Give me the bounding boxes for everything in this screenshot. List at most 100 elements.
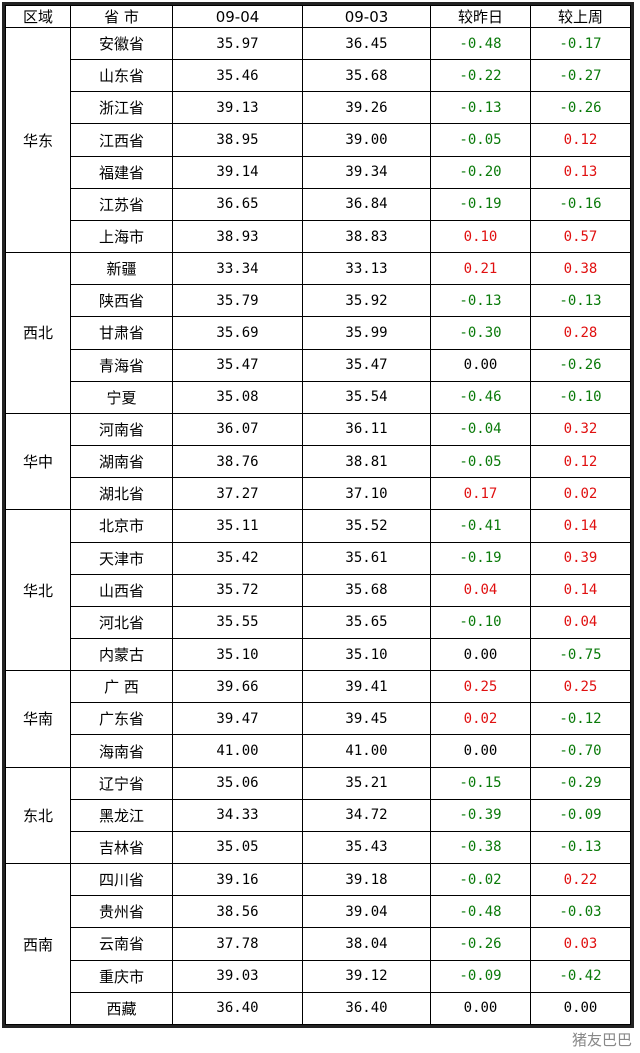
province-cell: 河北省 xyxy=(70,605,173,639)
price-today-cell: 35.46 xyxy=(172,59,303,93)
table-row: 云南省 37.78 38.04 -0.26 0.03 xyxy=(6,927,631,961)
price-today-cell: 34.33 xyxy=(172,798,303,832)
province-cell: 青海省 xyxy=(70,348,173,382)
province-cell: 宁夏 xyxy=(70,380,173,414)
change-vs-yesterday-cell: 0.10 xyxy=(430,219,531,254)
header-region: 区域 xyxy=(5,5,71,28)
table-row: 河北省 35.55 35.65 -0.10 0.04 xyxy=(6,605,631,639)
table-row: 重庆市 39.03 39.12 -0.09 -0.42 xyxy=(6,959,631,993)
change-vs-yesterday-cell: -0.48 xyxy=(430,26,531,61)
province-cell: 陕西省 xyxy=(70,284,173,318)
price-table-frame: 区域 省 市 09-04 09-03 较昨日 较上周 华东 安徽省 35.97 36.… xyxy=(2,2,634,1028)
header-province: 省 市 xyxy=(70,5,173,28)
price-yesterday-cell: 35.68 xyxy=(302,59,431,93)
price-today-cell: 35.79 xyxy=(172,284,303,318)
change-vs-yesterday-cell: 0.00 xyxy=(430,734,531,768)
change-vs-last-week-cell: 0.03 xyxy=(530,927,631,961)
table-row: 宁夏 35.08 35.54 -0.46 -0.10 xyxy=(6,380,631,414)
price-today-cell: 36.65 xyxy=(172,187,303,221)
change-vs-last-week-cell: 0.12 xyxy=(530,445,631,479)
change-vs-last-week-cell: -0.42 xyxy=(530,959,631,993)
change-vs-last-week-cell: -0.10 xyxy=(530,380,631,414)
price-today-cell: 38.56 xyxy=(172,895,303,929)
header-row: 区域 省 市 09-04 09-03 较昨日 较上周 xyxy=(5,5,631,28)
table-row: 内蒙古 35.10 35.10 0.00 -0.75 xyxy=(6,637,631,672)
change-vs-yesterday-cell: 0.02 xyxy=(430,702,531,736)
change-vs-last-week-cell: 0.14 xyxy=(530,509,631,543)
province-cell: 江西省 xyxy=(70,123,173,157)
price-yesterday-cell: 35.65 xyxy=(302,605,431,639)
province-cell: 山西省 xyxy=(70,573,173,607)
price-today-cell: 38.76 xyxy=(172,445,303,479)
table-row: 西北 新疆 33.34 33.13 0.21 0.38 xyxy=(5,252,631,414)
price-yesterday-cell: 39.12 xyxy=(302,959,431,993)
change-vs-yesterday-cell: -0.05 xyxy=(430,445,531,479)
price-yesterday-cell: 39.45 xyxy=(302,702,431,736)
table-row: 广东省 39.47 39.45 0.02 -0.12 xyxy=(6,702,631,736)
province-cell: 重庆市 xyxy=(70,959,173,993)
price-yesterday-cell: 39.41 xyxy=(302,670,431,704)
table-row: 湖南省 38.76 38.81 -0.05 0.12 xyxy=(6,445,631,479)
price-today-cell: 41.00 xyxy=(172,734,303,768)
change-vs-last-week-cell: -0.17 xyxy=(530,26,631,61)
change-vs-last-week-cell: 0.13 xyxy=(530,155,631,189)
province-cell: 天津市 xyxy=(70,541,173,575)
region-cell: 华中 xyxy=(5,412,71,511)
province-cell: 福建省 xyxy=(70,155,173,189)
watermark-logo: 猪友巴巴 xyxy=(571,1031,632,1049)
price-today-cell: 35.97 xyxy=(172,26,303,61)
price-yesterday-cell: 35.21 xyxy=(302,766,431,800)
price-today-cell: 35.08 xyxy=(172,380,303,414)
change-vs-last-week-cell: -0.27 xyxy=(530,59,631,93)
price-yesterday-cell: 35.99 xyxy=(302,316,431,350)
province-cell: 浙江省 xyxy=(70,91,173,125)
header-date-today: 09-04 xyxy=(172,5,303,28)
province-cell: 上海市 xyxy=(70,219,173,254)
change-vs-last-week-cell: -0.13 xyxy=(530,284,631,318)
change-vs-last-week-cell: 0.12 xyxy=(530,123,631,157)
price-yesterday-cell: 35.52 xyxy=(302,509,431,543)
table-row: 黑龙江 34.33 34.72 -0.39 -0.09 xyxy=(6,798,631,832)
table-row: 江苏省 36.65 36.84 -0.19 -0.16 xyxy=(6,187,631,221)
table-row: 山东省 35.46 35.68 -0.22 -0.27 xyxy=(6,59,631,93)
price-today-cell: 37.78 xyxy=(172,927,303,961)
header-vs-last-week: 较上周 xyxy=(530,5,631,28)
table-row: 东北 辽宁省 35.06 35.21 -0.15 -0.29 xyxy=(5,766,631,865)
table-row: 贵州省 38.56 39.04 -0.48 -0.03 xyxy=(6,895,631,929)
change-vs-yesterday-cell: -0.02 xyxy=(430,863,531,897)
province-cell: 湖北省 xyxy=(70,477,173,511)
change-vs-last-week-cell: 0.14 xyxy=(530,573,631,607)
table-row: 福建省 39.14 39.34 -0.20 0.13 xyxy=(6,155,631,189)
price-yesterday-cell: 37.10 xyxy=(302,477,431,511)
table-row: 海南省 41.00 41.00 0.00 -0.70 xyxy=(6,734,631,768)
table-row: 华南广 西 39.66 39.41 0.25 0.25 xyxy=(5,670,631,768)
price-yesterday-cell: 38.83 xyxy=(302,219,431,254)
price-today-cell: 39.47 xyxy=(172,702,303,736)
price-yesterday-cell: 33.13 xyxy=(302,252,431,286)
change-vs-last-week-cell: -0.09 xyxy=(530,798,631,832)
table-row: 江西省 38.95 39.00 -0.05 0.12 xyxy=(6,123,631,157)
change-vs-last-week-cell: 0.02 xyxy=(530,477,631,511)
price-today-cell: 35.05 xyxy=(172,830,303,865)
table-row: 湖北省 37.27 37.10 0.17 0.02 xyxy=(6,477,631,511)
province-cell: 甘肃省 xyxy=(70,316,173,350)
price-yesterday-cell: 39.04 xyxy=(302,895,431,929)
change-vs-yesterday-cell: -0.38 xyxy=(430,830,531,865)
price-today-cell: 38.95 xyxy=(172,123,303,157)
change-vs-last-week-cell: 0.57 xyxy=(530,219,631,254)
price-today-cell: 36.40 xyxy=(172,991,303,1026)
price-today-cell: 35.06 xyxy=(172,766,303,800)
province-cell: 黑龙江 xyxy=(70,798,173,832)
change-vs-yesterday-cell: -0.09 xyxy=(430,959,531,993)
change-vs-yesterday-cell: -0.46 xyxy=(430,380,531,414)
price-today-cell: 35.72 xyxy=(172,573,303,607)
price-yesterday-cell: 39.34 xyxy=(302,155,431,189)
province-cell: 贵州省 xyxy=(70,895,173,929)
change-vs-yesterday-cell: -0.19 xyxy=(430,187,531,221)
change-vs-last-week-cell: 0.25 xyxy=(530,670,631,704)
price-yesterday-cell: 39.18 xyxy=(302,863,431,897)
change-vs-last-week-cell: 0.28 xyxy=(530,316,631,350)
table-row: 西藏 36.40 36.40 0.00 0.00 xyxy=(6,991,631,1026)
change-vs-yesterday-cell: -0.22 xyxy=(430,59,531,93)
price-today-cell: 39.66 xyxy=(172,670,303,704)
